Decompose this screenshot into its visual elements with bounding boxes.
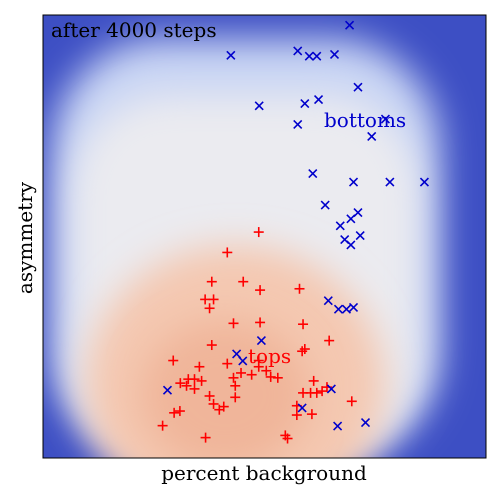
tops-point-38 bbox=[317, 386, 328, 397]
bottoms-point-10 bbox=[254, 101, 264, 111]
tops-point-28 bbox=[228, 372, 239, 383]
tops-point-34 bbox=[230, 380, 241, 391]
bottoms-point-16 bbox=[385, 177, 395, 187]
bottoms-point-4 bbox=[304, 51, 314, 61]
tops-point-13 bbox=[324, 335, 335, 346]
bottoms-point-27 bbox=[333, 304, 344, 314]
annotation-after-steps: after 4000 steps bbox=[51, 18, 217, 42]
bottoms-point-18 bbox=[320, 200, 330, 210]
x-axis-label: percent background bbox=[161, 461, 367, 485]
bottoms-point-20 bbox=[346, 214, 356, 224]
tops-point-52 bbox=[157, 420, 168, 431]
tops-point-2 bbox=[222, 247, 233, 258]
tops-point-31 bbox=[308, 375, 319, 386]
y-axis-label: asymmetry bbox=[13, 181, 37, 294]
bottoms-point-14 bbox=[308, 169, 318, 179]
bottoms-point-25 bbox=[323, 296, 333, 306]
tops-point-4 bbox=[238, 276, 249, 287]
tops-point-27 bbox=[272, 372, 283, 383]
bottoms-point-2 bbox=[226, 50, 236, 60]
bottoms-point-12 bbox=[293, 119, 303, 129]
tops-point-10 bbox=[228, 318, 239, 329]
bottoms-point-34 bbox=[297, 403, 307, 413]
tops-point-12 bbox=[298, 319, 309, 330]
tops-point-21 bbox=[253, 361, 264, 372]
bottoms-point-9 bbox=[300, 99, 310, 109]
bottoms-point-17 bbox=[419, 177, 429, 187]
bottoms-point-31 bbox=[238, 356, 248, 366]
bottoms-point-33 bbox=[326, 384, 336, 394]
tops-point-16 bbox=[297, 346, 308, 357]
label-bottoms: bottoms bbox=[324, 108, 406, 132]
bottoms-point-13 bbox=[367, 131, 377, 141]
tops-point-41 bbox=[204, 390, 215, 401]
tops-point-19 bbox=[168, 355, 179, 366]
tops-point-49 bbox=[169, 407, 180, 418]
tops-point-9 bbox=[204, 303, 215, 314]
bottoms-point-21 bbox=[335, 221, 345, 231]
bottoms-point-3 bbox=[293, 46, 303, 56]
tops-point-23 bbox=[246, 369, 257, 380]
tops-point-51 bbox=[291, 410, 302, 421]
bottoms-point-5 bbox=[312, 51, 322, 61]
tops-point-25 bbox=[265, 371, 276, 382]
tops-point-44 bbox=[208, 398, 219, 409]
bottoms-point-8 bbox=[313, 95, 324, 105]
tops-point-24 bbox=[236, 367, 247, 378]
plot-frame bbox=[42, 14, 487, 459]
tops-point-33 bbox=[175, 378, 186, 389]
bottoms-point-6 bbox=[329, 49, 340, 59]
bottoms-point-7 bbox=[353, 82, 363, 92]
tops-point-42 bbox=[230, 392, 241, 403]
bottoms-point-11 bbox=[380, 114, 391, 124]
label-tops: tops bbox=[248, 344, 291, 368]
bottoms-point-15 bbox=[348, 177, 359, 187]
tops-point-47 bbox=[214, 404, 225, 415]
tops-point-3 bbox=[206, 276, 217, 287]
bottoms-point-28 bbox=[341, 304, 352, 314]
bottoms-point-26 bbox=[348, 302, 359, 312]
tops-point-48 bbox=[174, 406, 185, 417]
tops-point-14 bbox=[206, 340, 217, 351]
tops-point-55 bbox=[282, 433, 293, 444]
bottoms-point-35 bbox=[333, 421, 343, 431]
tops-point-32 bbox=[181, 380, 192, 391]
bottoms-point-29 bbox=[256, 336, 266, 346]
bottoms-point-24 bbox=[346, 240, 356, 250]
tops-point-7 bbox=[200, 294, 211, 305]
tops-point-1 bbox=[253, 227, 264, 238]
tops-point-43 bbox=[346, 396, 357, 407]
tops-point-20 bbox=[194, 361, 205, 372]
tops-point-11 bbox=[255, 317, 266, 328]
bottoms-point-22 bbox=[355, 231, 365, 241]
tops-point-18 bbox=[222, 358, 233, 369]
bottoms-point-32 bbox=[162, 385, 173, 395]
tops-point-5 bbox=[255, 285, 266, 296]
tops-point-22 bbox=[261, 365, 272, 376]
tops-point-29 bbox=[183, 374, 194, 385]
tops-point-40 bbox=[311, 387, 322, 398]
tops-point-30 bbox=[196, 375, 207, 386]
bottoms-point-1 bbox=[344, 20, 355, 30]
points-layer bbox=[157, 20, 429, 444]
tops-point-50 bbox=[306, 409, 317, 420]
heatmap-background bbox=[43, 15, 486, 458]
tops-point-6 bbox=[294, 283, 305, 294]
tops-point-35 bbox=[189, 383, 200, 394]
tops-point-8 bbox=[208, 294, 219, 305]
bottoms-point-36 bbox=[360, 417, 371, 428]
tops-point-53 bbox=[200, 432, 211, 443]
